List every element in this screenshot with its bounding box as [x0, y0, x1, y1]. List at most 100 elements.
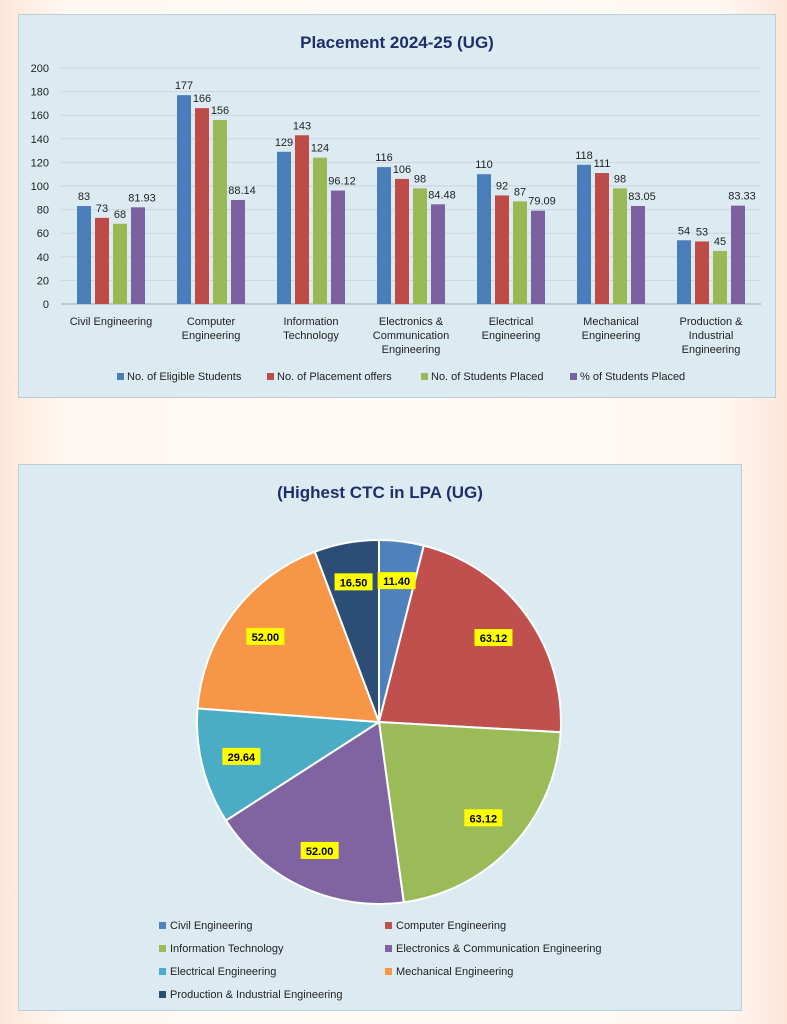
bar-chart: Placement 2024-25 (UG) 0 20 40 60 80 100 120 14…	[31, 33, 761, 383]
x-category-label: Engineering	[482, 330, 541, 342]
pie-label-value: 16.50	[340, 577, 368, 589]
bar-data-label: 81.93	[128, 192, 156, 204]
pie-label-value: 11.40	[383, 576, 410, 588]
bar	[513, 201, 527, 304]
y-tick-label: 160	[31, 110, 49, 122]
bar	[395, 178, 409, 304]
legend-item: % of Students Placed	[570, 371, 685, 383]
bar-data-label: 92	[496, 180, 508, 192]
bar-data-label: 79.09	[528, 196, 556, 208]
y-tick-label: 120	[31, 157, 49, 169]
bar	[431, 204, 445, 304]
legend-swatch	[570, 373, 577, 380]
legend-swatch	[159, 922, 166, 929]
bar-data-label: 45	[714, 236, 726, 248]
bar	[477, 174, 491, 304]
pie-slice	[377, 544, 562, 734]
legend-label: Electronics & Communication Engineering	[396, 943, 601, 955]
pie-label-box	[246, 627, 285, 645]
legend-swatch	[159, 968, 166, 975]
pie-label-box	[222, 747, 261, 765]
pie-chart: (Highest CTC in LPA (UG) 11.40 63.12 63.12…	[159, 483, 601, 1001]
bar-data-label: 84.48	[428, 189, 456, 201]
bar	[177, 95, 191, 304]
pie-data-label: 63.12	[474, 629, 513, 647]
bar	[295, 135, 309, 304]
bar	[113, 223, 127, 304]
pie-label-box	[474, 629, 513, 647]
bar-data-label: 83	[78, 191, 90, 203]
bar-data-label: 68	[114, 209, 126, 221]
bar	[677, 240, 691, 304]
y-tick-label: 180	[31, 87, 49, 99]
x-category-label: Mechanical	[583, 316, 639, 328]
legend-swatch	[385, 922, 392, 929]
bar	[131, 207, 145, 304]
bar-data-label: 177	[175, 80, 193, 92]
x-category-label: Computer	[187, 316, 236, 328]
x-category-label: Electronics &	[379, 316, 444, 328]
y-tick-label: 100	[31, 181, 49, 193]
bar	[531, 210, 545, 304]
bar	[731, 205, 745, 304]
pie-data-label: 63.12	[464, 809, 503, 827]
bar-data-label: 87	[514, 186, 526, 198]
y-tick-label: 60	[37, 228, 49, 240]
bar-data-label: 106	[393, 164, 411, 176]
legend-item: Electrical Engineering	[159, 966, 276, 978]
bar-data-label: 124	[311, 143, 329, 155]
pie-label-value: 52.00	[306, 846, 334, 858]
legend-swatch	[159, 991, 166, 998]
legend-label: Mechanical Engineering	[396, 966, 513, 978]
bar-data-label: 118	[575, 150, 593, 162]
bar	[331, 190, 345, 304]
y-tick-label: 0	[43, 299, 49, 311]
legend-swatch	[385, 968, 392, 975]
x-category-label: Production &	[680, 316, 744, 328]
bar-data-label: 98	[414, 173, 426, 185]
legend-label: Information Technology	[170, 943, 284, 955]
pie-label-box	[464, 809, 503, 827]
bar-data-label: 83.05	[628, 191, 656, 203]
bar-data-label: 116	[375, 152, 393, 164]
bar	[195, 108, 209, 305]
legend-label: No. of Eligible Students	[127, 371, 242, 383]
x-category-label: Technology	[283, 330, 339, 342]
legend-label: % of Students Placed	[580, 371, 685, 383]
legend-swatch	[385, 945, 392, 952]
x-category-label: Engineering	[682, 344, 741, 356]
legend-item: Information Technology	[159, 943, 284, 955]
pie-slice	[196, 550, 381, 724]
y-tick-label: 140	[31, 134, 49, 146]
bar	[595, 173, 609, 304]
bar-data-label: 73	[96, 203, 108, 215]
x-category-label: Information	[283, 316, 338, 328]
legend-item: Computer Engineering	[385, 920, 506, 932]
bar	[713, 250, 727, 304]
bar-chart-title: Placement 2024-25 (UG)	[300, 33, 494, 52]
bar-data-label: 156	[211, 105, 229, 117]
pie-slice	[196, 707, 383, 822]
x-category-label: Civil Engineering	[70, 316, 153, 328]
pie-label-value: 63.12	[480, 633, 508, 645]
bar-data-label: 110	[475, 159, 493, 171]
bar	[231, 199, 245, 304]
bar-data-label: 111	[594, 158, 611, 170]
pie-label-value: 52.00	[252, 632, 280, 644]
legend-item: Civil Engineering	[159, 920, 253, 932]
bar	[577, 164, 591, 304]
bar	[413, 188, 427, 304]
legend-item: No. of Students Placed	[421, 371, 544, 383]
legend-item: Mechanical Engineering	[385, 966, 513, 978]
pie-label-box	[300, 841, 339, 859]
bar-data-label: 83.33	[728, 191, 756, 203]
pie-data-label: 11.40	[377, 572, 416, 590]
bar-data-label: 143	[293, 120, 311, 132]
bar-data-label: 96.12	[328, 176, 356, 188]
x-category-label: Engineering	[582, 330, 641, 342]
legend-swatch	[267, 373, 274, 380]
bar-data-label: 98	[614, 173, 626, 185]
bar	[277, 151, 291, 304]
pie-data-label: 16.50	[334, 573, 373, 591]
x-category-label: Electrical	[489, 316, 534, 328]
